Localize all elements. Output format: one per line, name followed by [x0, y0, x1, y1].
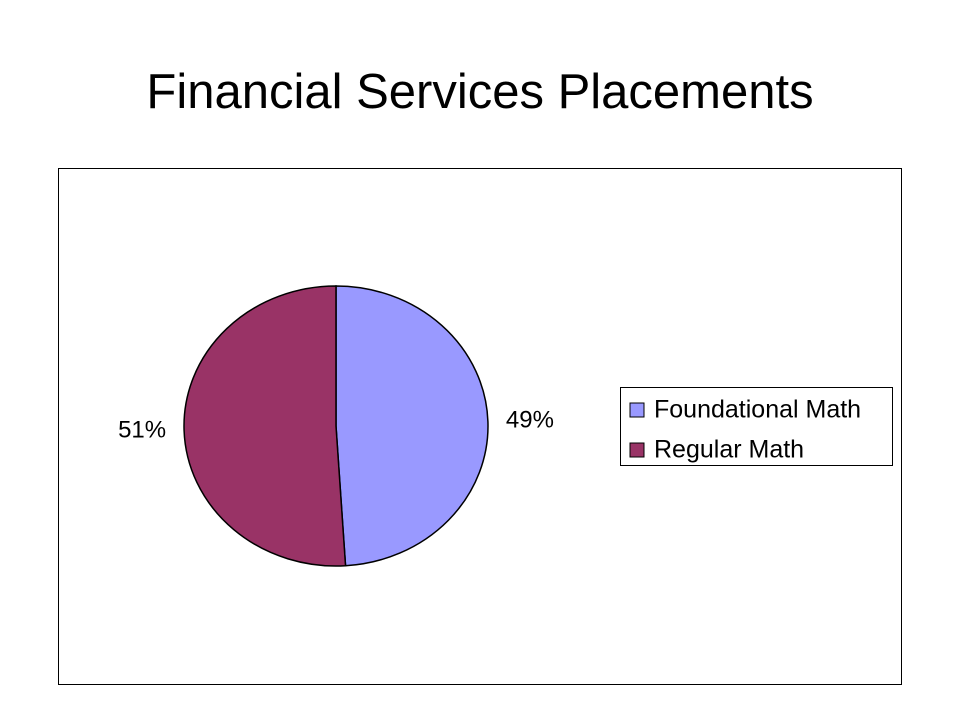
- chart-title: Financial Services Placements: [146, 65, 813, 119]
- legend-label: Foundational Math: [654, 396, 861, 424]
- legend-swatch: [629, 402, 645, 418]
- legend-label: Regular Math: [654, 436, 804, 464]
- pie-slice: [335, 285, 489, 567]
- legend-box: [620, 387, 893, 466]
- legend-swatch: [629, 442, 645, 458]
- pie-slice: [183, 285, 347, 567]
- value-label: 51%: [118, 416, 166, 443]
- value-label: 49%: [506, 406, 554, 433]
